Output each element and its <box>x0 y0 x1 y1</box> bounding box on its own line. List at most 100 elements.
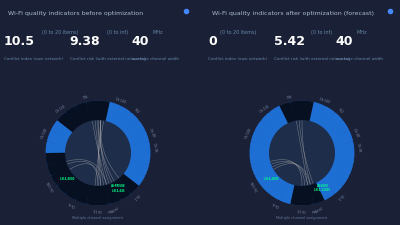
Text: Ch 140: Ch 140 <box>319 97 330 104</box>
Text: LN 4.4800: LN 4.4800 <box>60 177 75 181</box>
Text: Conflict risk (with external networks): Conflict risk (with external networks) <box>274 57 350 61</box>
Polygon shape <box>328 167 348 185</box>
Polygon shape <box>302 101 313 122</box>
Polygon shape <box>112 178 130 199</box>
Text: Ch 36: Ch 36 <box>152 143 158 152</box>
Polygon shape <box>331 161 352 175</box>
Polygon shape <box>66 178 84 199</box>
Text: Ch 11: Ch 11 <box>297 208 306 212</box>
Text: (0 to 20 items): (0 to 20 items) <box>42 30 78 35</box>
Polygon shape <box>316 178 334 199</box>
Text: Ch 104: Ch 104 <box>251 180 260 192</box>
Polygon shape <box>262 113 282 133</box>
Text: 136: 136 <box>286 95 292 100</box>
Polygon shape <box>106 182 120 203</box>
Text: Wi-Fi quality indicators before optimization: Wi-Fi quality indicators before optimiza… <box>8 11 143 16</box>
Polygon shape <box>280 182 294 203</box>
Polygon shape <box>112 107 130 128</box>
Polygon shape <box>48 161 69 175</box>
Polygon shape <box>291 101 302 122</box>
Polygon shape <box>76 103 90 124</box>
Text: 0: 0 <box>208 35 217 48</box>
Text: Ch 36: Ch 36 <box>356 143 362 152</box>
Polygon shape <box>118 173 138 193</box>
Text: Ch 1: Ch 1 <box>336 192 344 199</box>
Polygon shape <box>46 142 66 153</box>
Polygon shape <box>250 153 270 164</box>
Polygon shape <box>302 184 313 205</box>
Polygon shape <box>334 142 354 153</box>
Text: 40: 40 <box>132 35 149 48</box>
Polygon shape <box>118 113 138 133</box>
Text: 10.5: 10.5 <box>4 35 35 48</box>
Text: ys MHz: ys MHz <box>107 205 118 212</box>
Text: Ch 100: Ch 100 <box>40 128 48 140</box>
Text: 152: 152 <box>337 108 344 115</box>
Text: Ch 40: Ch 40 <box>148 128 155 138</box>
Text: 9.38: 9.38 <box>70 35 100 48</box>
Text: (0 to inf): (0 to inf) <box>311 30 332 35</box>
Text: (0 to 20 items): (0 to 20 items) <box>220 30 256 35</box>
Polygon shape <box>334 153 354 164</box>
Text: Ch 6: Ch 6 <box>272 200 280 207</box>
Polygon shape <box>106 103 120 124</box>
Polygon shape <box>250 101 354 205</box>
Polygon shape <box>98 184 109 205</box>
Text: Ch 104: Ch 104 <box>47 180 56 192</box>
Polygon shape <box>66 121 130 185</box>
Polygon shape <box>252 131 273 145</box>
Text: Conflict index (own network): Conflict index (own network) <box>208 57 267 61</box>
Text: MHz: MHz <box>152 30 163 35</box>
Text: Ch 1: Ch 1 <box>132 192 140 199</box>
Polygon shape <box>130 153 150 164</box>
Text: LN 4.4800: LN 4.4800 <box>264 177 279 181</box>
Text: Conflict index (own network): Conflict index (own network) <box>4 57 63 61</box>
Polygon shape <box>124 121 144 139</box>
Polygon shape <box>310 103 324 124</box>
Text: LN-4600
LN 4.12025: LN-4600 LN 4.12025 <box>314 184 330 192</box>
Polygon shape <box>291 184 302 205</box>
Text: LN-FRISGE
LN 4.445: LN-FRISGE LN 4.445 <box>111 184 126 193</box>
Text: Ch 6: Ch 6 <box>68 200 76 207</box>
Text: 152: 152 <box>133 108 140 115</box>
Text: average channel width: average channel width <box>132 57 179 61</box>
Text: Ch 11: Ch 11 <box>93 208 102 212</box>
Polygon shape <box>322 113 342 133</box>
Text: Ch 100: Ch 100 <box>244 128 252 140</box>
Polygon shape <box>98 101 109 122</box>
Polygon shape <box>280 103 294 124</box>
Text: 136: 136 <box>82 95 88 100</box>
Text: Multiple channel assignment: Multiple channel assignment <box>276 216 328 220</box>
Polygon shape <box>46 153 66 164</box>
Text: Ch 132: Ch 132 <box>56 105 66 114</box>
Polygon shape <box>76 182 90 203</box>
Polygon shape <box>52 167 72 185</box>
Text: Conflict risk (with external networks): Conflict risk (with external networks) <box>70 57 146 61</box>
Polygon shape <box>127 131 148 145</box>
Polygon shape <box>270 178 288 199</box>
Text: (0 to inf): (0 to inf) <box>107 30 128 35</box>
Polygon shape <box>87 101 98 122</box>
Text: Ch 132: Ch 132 <box>260 105 270 114</box>
Text: 40: 40 <box>336 35 353 48</box>
Polygon shape <box>328 121 348 139</box>
Text: Wi-Fi quality indicators after optimization (forecast): Wi-Fi quality indicators after optimizat… <box>212 11 374 16</box>
Text: ys MHz: ys MHz <box>311 205 322 212</box>
Polygon shape <box>130 142 150 153</box>
Polygon shape <box>310 182 324 203</box>
Text: 5.42: 5.42 <box>274 35 305 48</box>
Polygon shape <box>270 121 334 185</box>
Polygon shape <box>48 131 69 145</box>
Polygon shape <box>250 142 270 153</box>
Polygon shape <box>331 131 352 145</box>
Text: Ch 40: Ch 40 <box>352 128 359 138</box>
Polygon shape <box>58 113 78 133</box>
Polygon shape <box>127 161 148 175</box>
Text: average channel width: average channel width <box>336 57 383 61</box>
Text: Ch 140: Ch 140 <box>115 97 126 104</box>
Text: Multiple channel assignment: Multiple channel assignment <box>72 216 124 220</box>
Text: MHz: MHz <box>356 30 367 35</box>
Polygon shape <box>262 173 282 193</box>
Polygon shape <box>52 121 72 139</box>
Polygon shape <box>124 167 144 185</box>
